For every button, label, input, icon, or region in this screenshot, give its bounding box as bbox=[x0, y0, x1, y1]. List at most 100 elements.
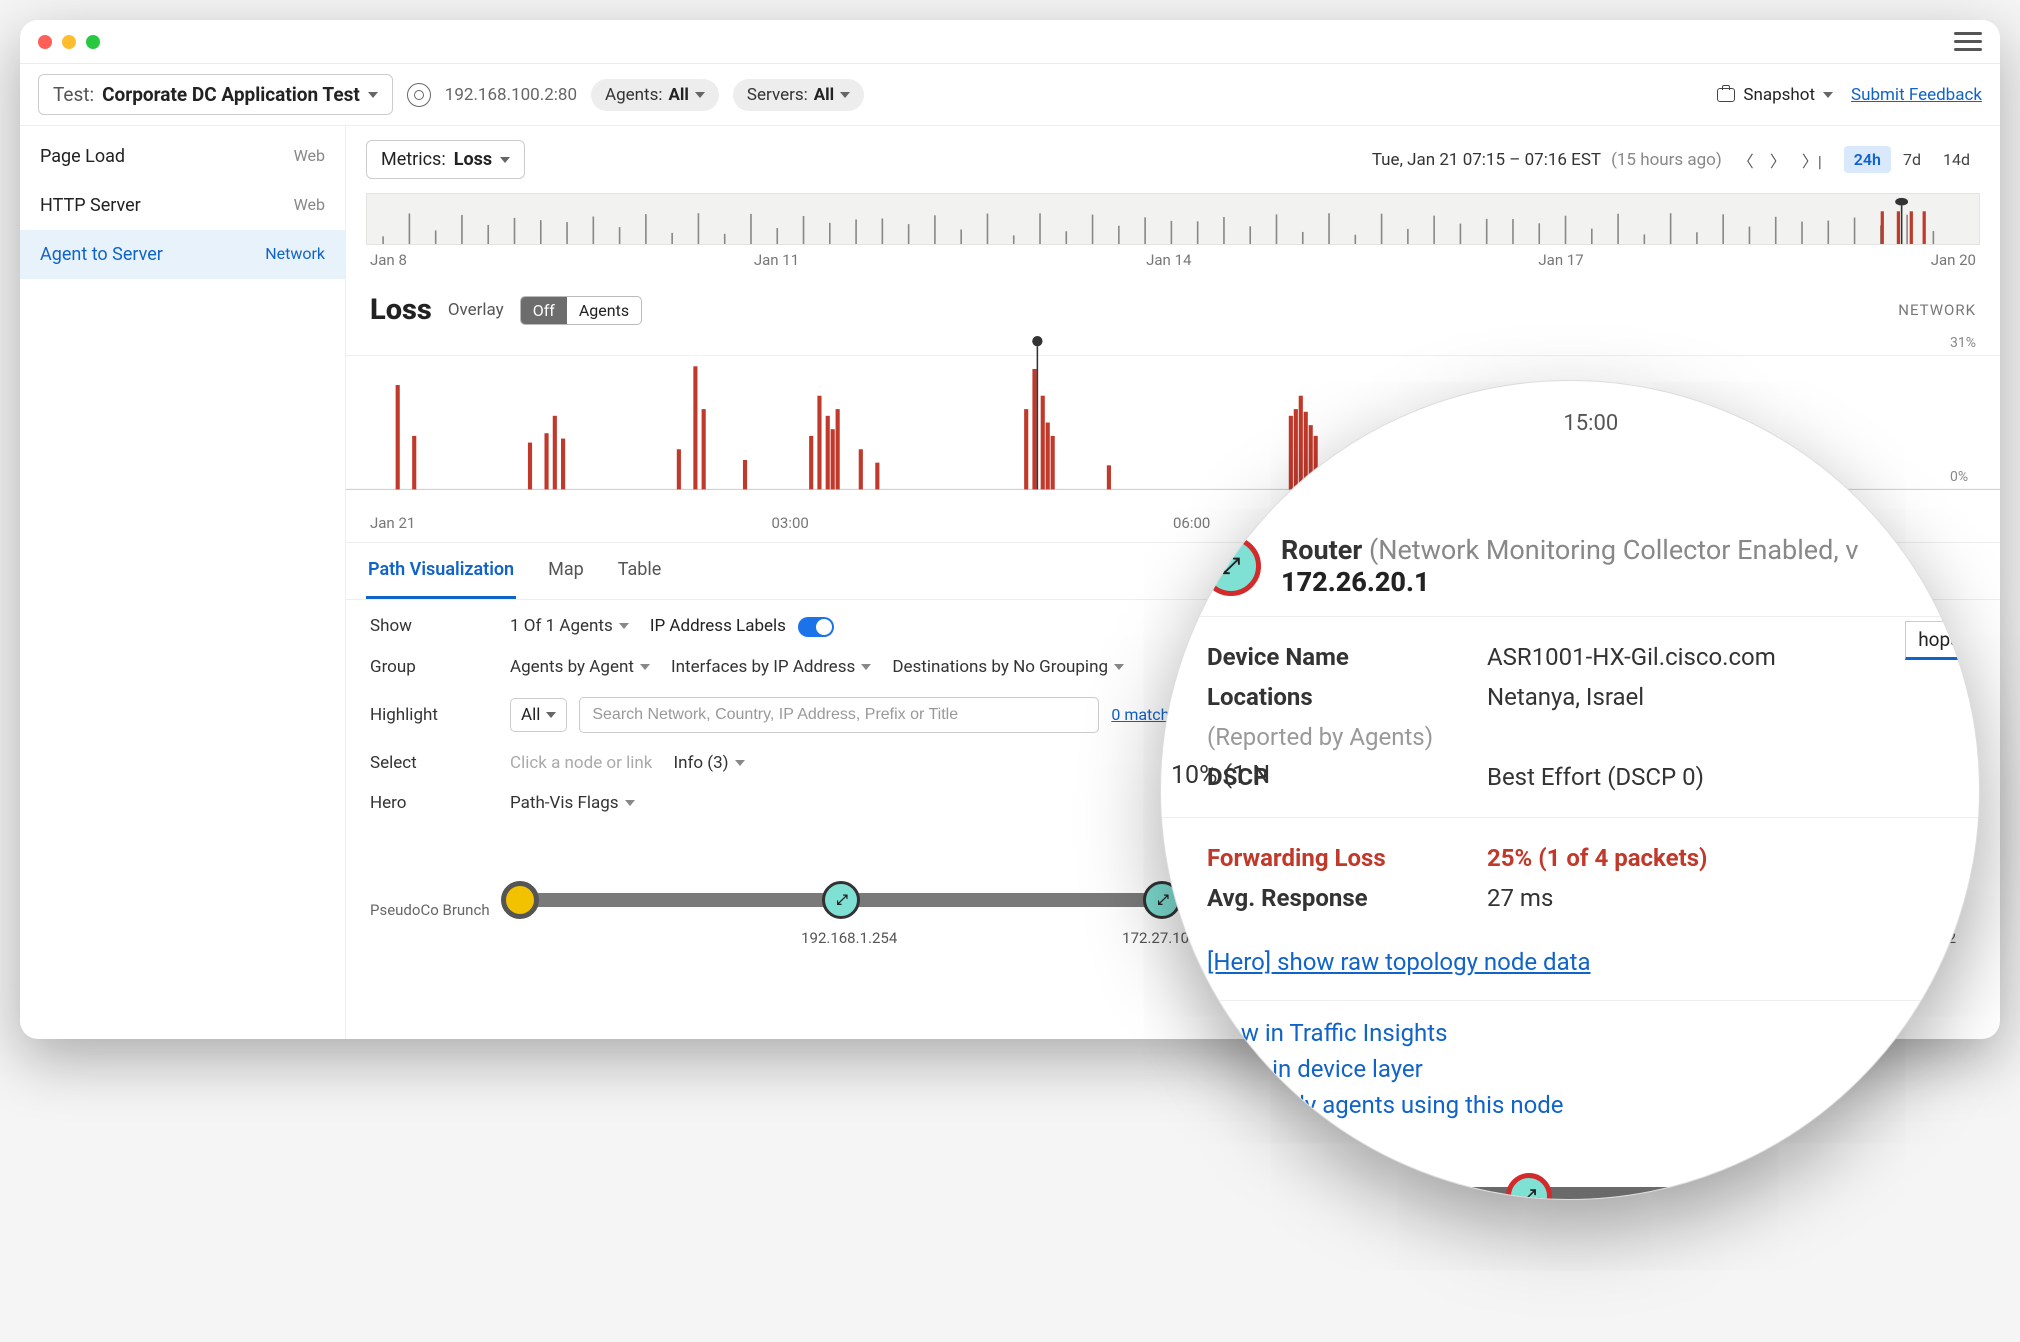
hero-dropdown[interactable]: Path-Vis Flags bbox=[510, 793, 635, 813]
loss-xtick: Jan 21 bbox=[370, 514, 772, 532]
time-range: Tue, Jan 21 07:15 – 07:16 EST bbox=[1372, 150, 1601, 170]
fwd-loss-label: Forwarding Loss bbox=[1207, 844, 1487, 872]
fwd-loss-value: 25% (1 of 4 packets) bbox=[1487, 844, 1707, 872]
network-label: NETWORK bbox=[1898, 301, 1976, 319]
menu-icon[interactable] bbox=[1954, 32, 1982, 51]
time-nav: 〈 〉 〉| bbox=[1732, 144, 1828, 176]
servers-value: All bbox=[814, 85, 834, 105]
sidebar-item[interactable]: Agent to Server Network bbox=[20, 230, 345, 279]
hero-label: Hero bbox=[370, 793, 510, 813]
sidebar-item-tag: Network bbox=[265, 244, 325, 265]
group-interfaces-dropdown[interactable]: Interfaces by IP Address bbox=[671, 657, 871, 677]
view-tab[interactable]: Table bbox=[616, 543, 664, 599]
close-window-icon[interactable] bbox=[38, 35, 52, 49]
target-ip: 192.168.100.2:80 bbox=[445, 85, 577, 105]
spark-tick: Jan 8 bbox=[370, 251, 407, 269]
snapshot-label: Snapshot bbox=[1743, 85, 1815, 105]
sidebar-item-label: Page Load bbox=[40, 146, 125, 167]
agents-label: Agents: bbox=[605, 85, 663, 105]
group-agents-dropdown[interactable]: Agents by Agent bbox=[510, 657, 650, 677]
sidebar-item[interactable]: Page Load Web bbox=[20, 132, 345, 181]
metrics-label: Metrics: bbox=[381, 149, 446, 170]
detail-magnifier: 0:0015:0018:0 hops 10% (1 N ⤢ Router (Ne… bbox=[1160, 380, 1980, 1200]
spark-tick: Jan 20 bbox=[1931, 251, 1976, 269]
chevron-down-icon bbox=[500, 157, 510, 163]
y-max: 31% bbox=[1950, 335, 1976, 351]
show-agents-dropdown[interactable]: 1 Of 1 Agents bbox=[510, 616, 629, 636]
sidebar-item-label: Agent to Server bbox=[40, 244, 163, 265]
overlay-agents[interactable]: Agents bbox=[567, 297, 641, 324]
chevron-down-icon bbox=[695, 92, 705, 98]
spark-tick: Jan 17 bbox=[1538, 251, 1583, 269]
snapshot-button[interactable]: Snapshot bbox=[1717, 85, 1833, 105]
node-ip: 172.26.20.1 bbox=[1281, 566, 1858, 598]
agent-node[interactable] bbox=[501, 881, 539, 919]
test-name: Corporate DC Application Test bbox=[102, 83, 360, 106]
servers-filter[interactable]: Servers: All bbox=[733, 79, 864, 111]
time-relative: (15 hours ago) bbox=[1611, 150, 1722, 170]
overlay-label: Overlay bbox=[448, 300, 504, 320]
window-controls bbox=[38, 35, 100, 49]
loss-title: Loss bbox=[370, 293, 432, 327]
spark-tick: Jan 11 bbox=[754, 251, 799, 269]
group-dest-dropdown[interactable]: Destinations by No Grouping bbox=[892, 657, 1124, 677]
node-role: Router bbox=[1281, 534, 1362, 566]
node-action-link[interactable]: View in Traffic Insights bbox=[1207, 1015, 1933, 1051]
overview-sparkline[interactable] bbox=[366, 193, 1980, 245]
view-tab[interactable]: Path Visualization bbox=[366, 543, 516, 599]
overlay-off[interactable]: Off bbox=[521, 297, 567, 324]
ip-labels-toggle[interactable] bbox=[798, 617, 834, 637]
range-tabs: 24h7d14d bbox=[1844, 146, 1980, 173]
chevron-down-icon bbox=[840, 92, 850, 98]
select-label: Select bbox=[370, 753, 510, 773]
hero-raw-link[interactable]: [Hero] show raw topology node data bbox=[1207, 944, 1933, 980]
test-label: Test: bbox=[53, 83, 94, 106]
topbar: Test: Corporate DC Application Test 192.… bbox=[20, 64, 2000, 126]
info-dropdown[interactable]: Info (3) bbox=[673, 753, 744, 773]
highlight-all-dropdown[interactable]: All bbox=[510, 698, 567, 732]
mag-router-node[interactable]: ⤢ bbox=[1203, 1173, 1249, 1200]
sidebar-item-tag: Web bbox=[294, 146, 325, 167]
node-action-link[interactable]: Show in device layer bbox=[1207, 1051, 1933, 1087]
maximize-window-icon[interactable] bbox=[86, 35, 100, 49]
y-min: 0% bbox=[1950, 469, 1976, 485]
highlight-label: Highlight bbox=[370, 705, 510, 725]
test-selector[interactable]: Test: Corporate DC Application Test bbox=[38, 74, 393, 115]
agents-filter[interactable]: Agents: All bbox=[591, 79, 719, 111]
hops-box[interactable]: hops bbox=[1905, 621, 1973, 660]
group-label: Group bbox=[370, 657, 510, 677]
select-hint: Click a node or link bbox=[510, 753, 652, 773]
gear-icon[interactable] bbox=[407, 83, 431, 107]
chevron-down-icon bbox=[1823, 92, 1833, 98]
metrics-selector[interactable]: Metrics: Loss bbox=[366, 140, 525, 179]
node-action-link[interactable]: Show only agents using this node bbox=[1207, 1087, 1933, 1123]
camera-icon bbox=[1717, 88, 1735, 102]
range-tab[interactable]: 7d bbox=[1893, 146, 1931, 173]
sidebar: Page LoadWebHTTP ServerWebAgent to Serve… bbox=[20, 126, 346, 1039]
node-ip-label: 192.168.1.254 bbox=[801, 929, 897, 947]
detail-key: Device Name bbox=[1207, 643, 1487, 671]
range-tab[interactable]: 14d bbox=[1933, 146, 1980, 173]
sidebar-item-label: HTTP Server bbox=[40, 195, 141, 216]
loss-xtick: 03:00 bbox=[772, 514, 1174, 532]
view-tab[interactable]: Map bbox=[546, 543, 586, 599]
mag-router-node[interactable]: ⤢ bbox=[1506, 1173, 1552, 1200]
nav-prev-icon[interactable]: 〈 bbox=[1732, 144, 1760, 176]
nav-next-icon[interactable]: 〉 bbox=[1764, 144, 1792, 176]
agents-value: All bbox=[669, 85, 689, 105]
sidebar-item[interactable]: HTTP ServerWeb bbox=[20, 181, 345, 230]
range-tab[interactable]: 24h bbox=[1844, 146, 1891, 173]
highlight-search-input[interactable] bbox=[579, 697, 1099, 733]
titlebar bbox=[20, 20, 2000, 64]
router-node[interactable]: ⤢ bbox=[822, 881, 860, 919]
forwarding-peek: 10% (1 N bbox=[1171, 761, 1270, 790]
detail-value: Netanya, Israel bbox=[1487, 683, 1644, 711]
nav-latest-icon[interactable]: 〉| bbox=[1796, 144, 1828, 176]
ip-labels-text: IP Address Labels bbox=[650, 616, 786, 636]
avg-resp-label: Avg. Response bbox=[1207, 884, 1487, 912]
feedback-link[interactable]: Submit Feedback bbox=[1851, 85, 1982, 105]
agent-label: PseudoCo Brunch bbox=[370, 901, 490, 919]
avg-resp-value: 27 ms bbox=[1487, 884, 1553, 912]
minimize-window-icon[interactable] bbox=[62, 35, 76, 49]
sparkline-xticks: Jan 8Jan 11Jan 14Jan 17Jan 20 bbox=[366, 245, 1980, 275]
